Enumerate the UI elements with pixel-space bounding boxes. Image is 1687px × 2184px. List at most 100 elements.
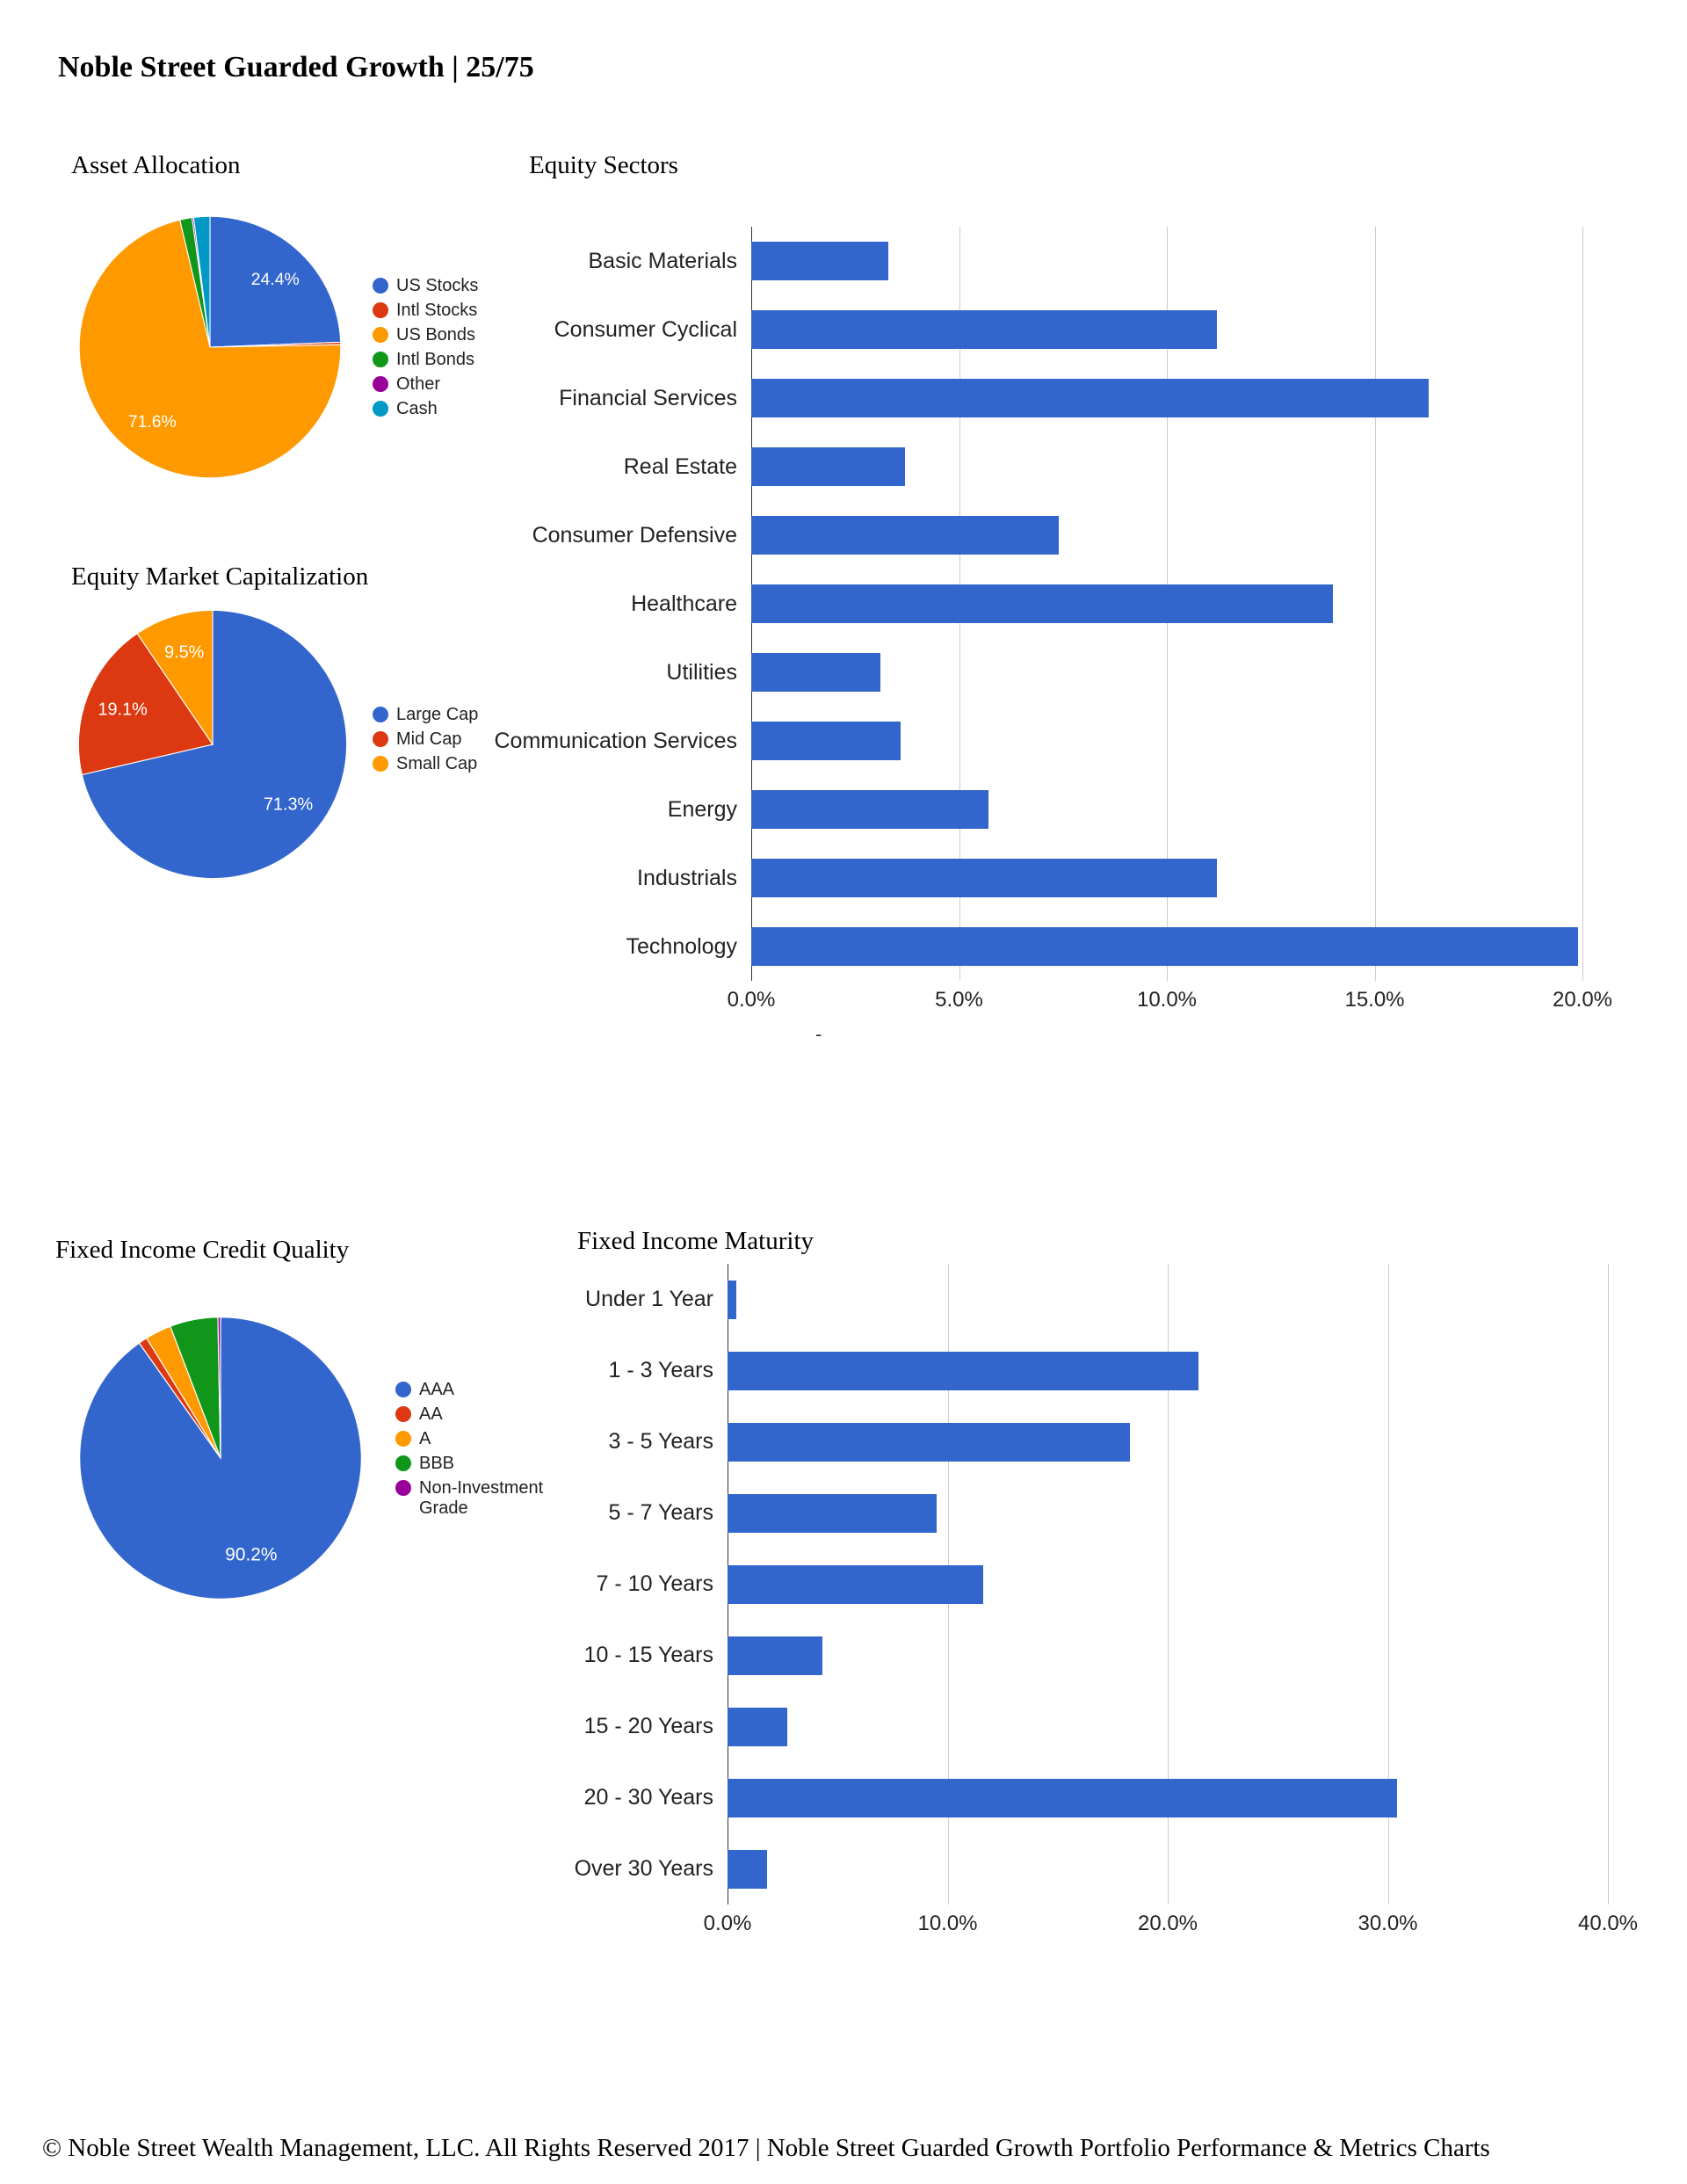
bar-row	[728, 1549, 1650, 1620]
category-label-15-20-years: 15 - 20 Years	[583, 1714, 713, 1738]
pie-data-label: 24.4%	[251, 270, 300, 289]
credit-quality-pie-chart: 90.2%	[79, 1317, 362, 1600]
bar-row	[728, 1335, 1650, 1406]
bar-technology	[751, 927, 1579, 966]
pie-data-label: 71.3%	[264, 795, 313, 815]
bar-under-1-year	[728, 1280, 736, 1319]
legend-label: Cash	[396, 399, 438, 418]
legend-item-small-cap: Small Cap	[373, 754, 478, 774]
axis-tick-label: 40.0%	[1577, 1912, 1639, 1935]
category-label-3-5-years: 3 - 5 Years	[608, 1429, 713, 1454]
legend-label: Intl Stocks	[396, 301, 478, 320]
bar-utilities	[751, 653, 880, 692]
legend-placeholder-dash: -	[815, 1023, 822, 1045]
legend-swatch-icon	[395, 1431, 411, 1447]
bar-row	[728, 1264, 1650, 1335]
equity-sectors-bar-chart: Basic Materials Consumer Cyclical Financia…	[492, 227, 1621, 1012]
bar-10-15-years	[728, 1636, 822, 1675]
legend-item-bbb: BBB	[395, 1454, 551, 1474]
category-label-consumer-defensive: Consumer Defensive	[532, 522, 737, 548]
chart-title-credit-quality: Fixed Income Credit Quality	[55, 1236, 350, 1264]
bar-7-10-years	[728, 1564, 983, 1604]
bar-15-20-years	[728, 1707, 787, 1746]
legend-swatch-icon	[373, 327, 388, 343]
category-label-industrials: Industrials	[637, 865, 737, 890]
category-label-20-30-years: 20 - 30 Years	[583, 1785, 713, 1810]
pie-data-label: 9.5%	[164, 642, 204, 662]
category-label-financial-services: Financial Services	[559, 385, 737, 410]
pie-slice-small-cap	[136, 609, 214, 746]
legend-swatch-icon	[395, 1406, 411, 1422]
category-label-energy: Energy	[667, 796, 737, 822]
chart-title-maturity: Fixed Income Maturity	[577, 1227, 815, 1255]
legend-item-non-investment-grade: Non-Investment Grade	[395, 1478, 551, 1519]
pie-data-label: 71.6%	[128, 412, 177, 432]
category-label-utilities: Utilities	[666, 659, 737, 685]
axis-tick-label: 30.0%	[1358, 1912, 1418, 1935]
bar-5-7-years	[728, 1493, 937, 1533]
legend-label: Large Cap	[396, 705, 479, 724]
chart-title-equity-market-cap: Equity Market Capitalization	[71, 562, 369, 591]
bar-row	[751, 501, 1621, 570]
category-label-1-3-years: 1 - 3 Years	[608, 1358, 713, 1382]
bar-communication-services	[751, 722, 901, 760]
legend-item-mid-cap: Mid Cap	[373, 729, 478, 750]
legend-swatch-icon	[373, 707, 388, 722]
legend-swatch-icon	[373, 376, 388, 392]
pie-slice-us-stocks	[209, 215, 342, 348]
value-axis: 0.0% 5.0% 10.0% 15.0% 20.0%	[728, 981, 1621, 1012]
pie-data-label: 19.1%	[98, 700, 147, 719]
legend-item-intl-bonds: Intl Bonds	[373, 350, 478, 370]
gridline	[1582, 227, 1583, 981]
category-label-10-15-years: 10 - 15 Years	[583, 1643, 713, 1667]
bar-row	[751, 432, 1621, 501]
pie-slice-non-investment-grade	[217, 1317, 221, 1459]
category-label-5-7-years: 5 - 7 Years	[608, 1500, 713, 1525]
legend-swatch-icon	[373, 756, 388, 772]
bar-row	[751, 227, 1621, 295]
bar-consumer-cyclical	[751, 310, 1217, 349]
category-axis: Basic Materials Consumer Cyclical Financia…	[492, 227, 751, 981]
pie-slice-us-bonds	[78, 219, 342, 479]
value-axis: 0.0% 10.0% 20.0% 30.0% 40.0%	[704, 1905, 1650, 1936]
page-footer: © Noble Street Wealth Management, LLC. A…	[42, 2134, 1490, 2162]
bar-healthcare	[751, 584, 1334, 623]
legend-item-large-cap: Large Cap	[373, 705, 478, 725]
bar-1-3-years	[728, 1351, 1199, 1390]
fixed-income-maturity-bar-chart: Under 1 Year 1 - 3 Years 3 - 5 Years 5 - 7 …	[466, 1264, 1650, 1936]
axis-tick-label: 10.0%	[1136, 988, 1198, 1012]
legend-label: US Bonds	[396, 325, 476, 345]
category-axis: Under 1 Year 1 - 3 Years 3 - 5 Years 5 - 7 …	[466, 1264, 728, 1905]
legend-swatch-icon	[395, 1480, 411, 1496]
axis-tick-label: 0.0%	[703, 1912, 752, 1935]
legend-label: AAA	[419, 1380, 455, 1399]
legend-swatch-icon	[373, 302, 388, 318]
bar-row	[728, 1477, 1650, 1549]
axis-tick-label: 15.0%	[1344, 988, 1405, 1012]
legend-item-a: A	[395, 1429, 551, 1449]
legend-swatch-icon	[395, 1382, 411, 1397]
asset-allocation-legend: US Stocks Intl Stocks US Bonds Intl Bonds Ot…	[373, 276, 478, 424]
plot-area	[728, 1264, 1650, 1905]
bar-3-5-years	[728, 1422, 1131, 1462]
legend-item-intl-stocks: Intl Stocks	[373, 301, 478, 321]
legend-label: BBB	[419, 1454, 455, 1473]
legend-label: AA	[419, 1404, 443, 1424]
bar-row	[751, 295, 1621, 364]
axis-tick-label: 5.0%	[935, 988, 983, 1012]
plot-area	[751, 227, 1621, 981]
category-label-real-estate: Real Estate	[623, 453, 737, 479]
bar-financial-services	[751, 379, 1429, 417]
legend-swatch-icon	[373, 731, 388, 747]
pie-slice-cash	[192, 215, 211, 348]
bar-energy	[751, 790, 988, 829]
legend-label: Intl Bonds	[396, 350, 474, 369]
equity-market-cap-pie-chart: 71.3% 19.1% 9.5%	[77, 609, 348, 880]
credit-quality-legend: AAA AA A BBB Non-Investment Grade	[395, 1380, 551, 1523]
pie-slice-large-cap	[81, 609, 348, 880]
legend-item-us-stocks: US Stocks	[373, 276, 478, 296]
legend-swatch-icon	[395, 1455, 411, 1471]
legend-item-us-bonds: US Bonds	[373, 325, 478, 345]
bar-row	[751, 364, 1621, 432]
legend-item-aa: AA	[395, 1404, 551, 1425]
